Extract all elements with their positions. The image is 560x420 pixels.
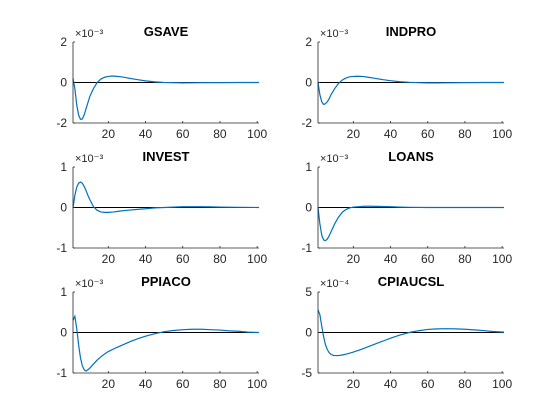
x-tick-label: 100 [247,127,267,141]
y-tick-label: 5 [305,285,312,299]
x-tick-label: 80 [213,377,227,391]
y-tick-label: -1 [56,366,67,380]
x-tick-label: 20 [347,127,361,141]
series-line [317,205,504,242]
x-tick-label: 60 [421,377,435,391]
x-tick-label: 80 [458,127,472,141]
y-tick-label: 0 [60,76,67,90]
y-tick-label: 0 [60,201,67,215]
subplot-title: INVEST [143,149,190,164]
x-tick-label: 100 [247,252,267,266]
subplot-indpro: 20 40 60 80 100 -2 0 2 ×10⁻³ INDPRO [301,24,512,141]
x-tick-label: 60 [176,127,190,141]
y-tick-label: 2 [305,35,312,49]
subplot-loans: 20 40 60 80 100 -1 0 1 ×10⁻³ LOANS [301,149,512,266]
x-tick-label: 20 [347,377,361,391]
subplot-title: LOANS [388,149,434,164]
exponent-label: ×10⁻³ [320,28,348,40]
subplot-ppiaco: 20 40 60 80 100 -1 0 1 ×10⁻³ PPIACO [56,274,267,391]
series-line [72,314,260,372]
x-tick-label: 40 [139,127,153,141]
exponent-label: ×10⁻³ [75,278,103,290]
x-tick-label: 60 [421,127,435,141]
y-tick-label: 0 [60,326,67,340]
exponent-label: ×10⁻³ [75,153,103,165]
y-tick-label: 0 [305,326,312,340]
y-tick-label: -1 [301,241,312,255]
x-tick-label: 100 [492,127,512,141]
x-tick-label: 20 [347,252,361,266]
x-tick-label: 60 [421,252,435,266]
y-tick-label: -1 [56,241,67,255]
x-tick-label: 40 [384,252,398,266]
x-tick-label: 20 [102,127,116,141]
subplot-title: CPIAUCSL [378,274,445,289]
exponent-label: ×10⁻³ [320,153,348,165]
x-tick-label: 40 [384,127,398,141]
subplot-title: INDPRO [386,24,437,39]
subplot-title: PPIACO [141,274,191,289]
x-tick-label: 60 [176,377,190,391]
y-tick-label: 1 [305,160,312,174]
x-tick-label: 40 [384,377,398,391]
y-tick-label: 2 [60,35,67,49]
x-tick-label: 100 [247,377,267,391]
x-tick-label: 60 [176,252,190,266]
x-tick-label: 40 [139,377,153,391]
x-tick-label: 80 [458,377,472,391]
x-tick-label: 20 [102,377,116,391]
y-tick-label: 1 [60,285,67,299]
x-tick-label: 80 [458,252,472,266]
x-tick-label: 80 [213,252,227,266]
y-tick-label: 1 [60,160,67,174]
series-line [72,181,260,213]
series-line [72,75,259,121]
x-tick-label: 100 [492,252,512,266]
x-tick-label: 100 [492,377,512,391]
y-tick-label: 0 [305,76,312,90]
series-line [317,75,504,106]
exponent-label: ×10⁻⁴ [320,278,349,290]
y-tick-label: -2 [56,116,67,130]
x-tick-label: 20 [102,252,116,266]
subplot-gsave: 20 40 60 80 100 -2 0 2 ×10⁻³ GSAVE [56,24,267,141]
subplot-cpiaucsl: 20 40 60 80 100 -5 0 5 ×10⁻⁴ CPIAUCSL [301,274,512,391]
subplot-invest: 20 40 60 80 100 -1 0 1 ×10⁻³ INVEST [56,149,267,266]
x-tick-label: 40 [139,252,153,266]
y-tick-label: 0 [305,201,312,215]
subplot-title: GSAVE [144,24,189,39]
y-tick-label: -2 [301,116,312,130]
series-line [317,309,505,357]
exponent-label: ×10⁻³ [75,28,103,40]
x-tick-label: 80 [213,127,227,141]
y-tick-label: -5 [301,366,312,380]
